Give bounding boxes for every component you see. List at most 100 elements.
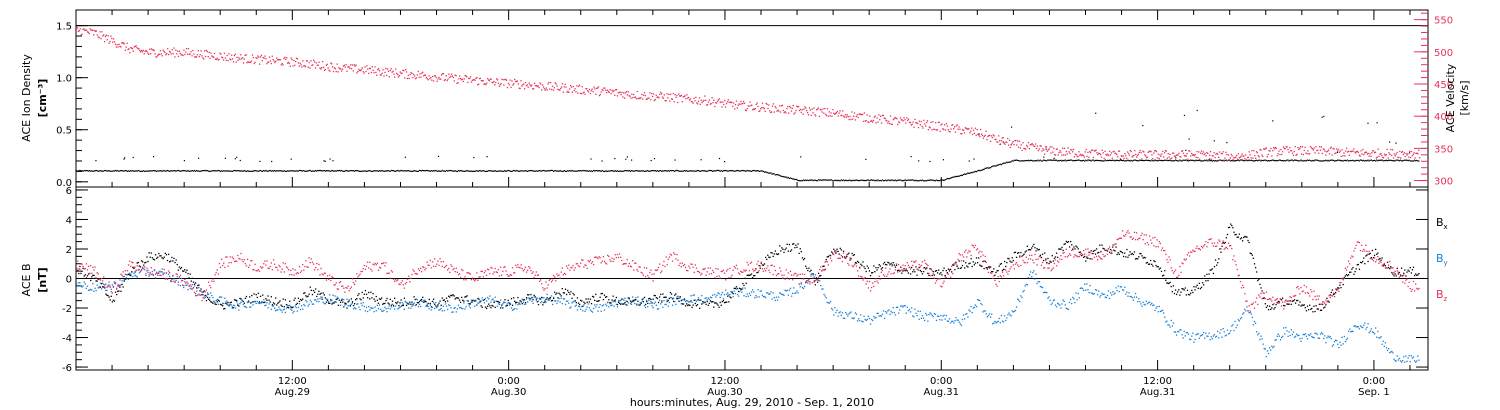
density-point [450, 170, 452, 172]
bx-series-point [733, 287, 735, 290]
velocity-series-point [397, 76, 400, 78]
density-point [117, 170, 119, 172]
velocity-series-point [531, 84, 533, 86]
density-point [953, 176, 955, 178]
bx-series-point [1033, 243, 1035, 246]
by-series-point [264, 304, 266, 307]
by-series-point [391, 303, 394, 305]
density-point [1129, 160, 1131, 162]
velocity-series-point [691, 101, 693, 103]
velocity-series-point [798, 109, 801, 112]
density-point [1266, 160, 1269, 162]
velocity-series-point [786, 107, 788, 110]
density-point [949, 177, 952, 179]
density-point [219, 170, 222, 172]
velocity-series-point [1007, 137, 1009, 140]
by-series-point [653, 302, 655, 305]
density-point [1065, 160, 1067, 162]
by-series-point [802, 287, 805, 290]
density-point [209, 170, 211, 173]
bx-series-point [1031, 247, 1033, 249]
by-series-point [813, 276, 815, 278]
density-point [310, 170, 312, 173]
bx-series-point [1261, 290, 1263, 292]
bx-series-point [448, 295, 450, 297]
bx-series-point [674, 294, 676, 296]
bx-series-point [161, 257, 163, 259]
by-series-point [839, 311, 841, 313]
density-spike [437, 155, 440, 157]
density-point [1251, 160, 1253, 162]
velocity-series-point [545, 87, 547, 89]
density-point [940, 179, 942, 181]
by-series-point [677, 295, 679, 297]
bx-series-point [772, 255, 774, 258]
bx-series-point [634, 299, 636, 301]
by-series-point [78, 282, 80, 284]
by-series-point [286, 304, 289, 306]
by-series-point [639, 302, 641, 304]
bx-series-point [333, 302, 335, 304]
density-point [919, 179, 921, 181]
velocity-series-point [112, 38, 115, 40]
velocity-series-point [307, 66, 309, 68]
density-point [609, 170, 611, 172]
velocity-series-point [382, 69, 384, 71]
density-point [1274, 160, 1276, 162]
velocity-series-point [77, 30, 80, 33]
density-point [601, 169, 603, 172]
bx-series-point [787, 250, 789, 252]
by-series-point [398, 307, 400, 309]
density-point [965, 173, 967, 175]
by-series-point [385, 308, 387, 310]
density-point [395, 170, 397, 172]
bx-series-point [258, 301, 261, 303]
density-spike [1183, 114, 1186, 117]
by-series-point [463, 302, 465, 304]
velocity-series-point [1164, 150, 1167, 152]
density-point [1167, 159, 1169, 162]
density-point [320, 170, 322, 172]
velocity-series-point [649, 91, 651, 94]
velocity-series-point [477, 83, 480, 85]
bx-series-point [421, 298, 423, 301]
velocity-series-point [594, 88, 596, 90]
by-series-point [759, 290, 761, 292]
density-point [1375, 160, 1377, 162]
density-point [312, 170, 315, 172]
velocity-series-point [1199, 152, 1202, 154]
velocity-series-point [1092, 156, 1095, 159]
velocity-series-point [1209, 151, 1212, 153]
bx-series-point [218, 300, 221, 302]
density-point [1209, 159, 1211, 162]
velocity-series-point [164, 52, 166, 54]
by-series-point [98, 286, 101, 289]
by-series-point [748, 292, 751, 294]
bx-series-point [1071, 244, 1073, 246]
by-series-point [467, 302, 469, 305]
velocity-series-point [889, 115, 892, 117]
bx-series-point [369, 298, 371, 300]
velocity-series-point [652, 93, 655, 95]
bx-series-point [214, 303, 216, 305]
velocity-series-point [679, 95, 682, 97]
bx-series-point [1067, 241, 1070, 243]
bx-series-point [1117, 252, 1119, 254]
velocity-series-point [214, 58, 217, 60]
velocity-series-point [458, 78, 460, 80]
velocity-series-point [152, 49, 154, 51]
by-series-point [156, 271, 158, 273]
bx-series-point [877, 267, 879, 269]
by-series-point [737, 295, 740, 297]
by-series-point [518, 303, 520, 305]
bx-series-point [297, 297, 300, 299]
bx-series-point [747, 274, 749, 276]
bx-series-point [97, 278, 99, 280]
velocity-series-point [129, 52, 131, 54]
density-spike [723, 160, 726, 163]
velocity-series-point [712, 102, 714, 104]
density-point [665, 170, 667, 172]
by-series-point [194, 292, 197, 295]
bx-series-point [1042, 259, 1045, 262]
by-series-point [226, 300, 228, 302]
